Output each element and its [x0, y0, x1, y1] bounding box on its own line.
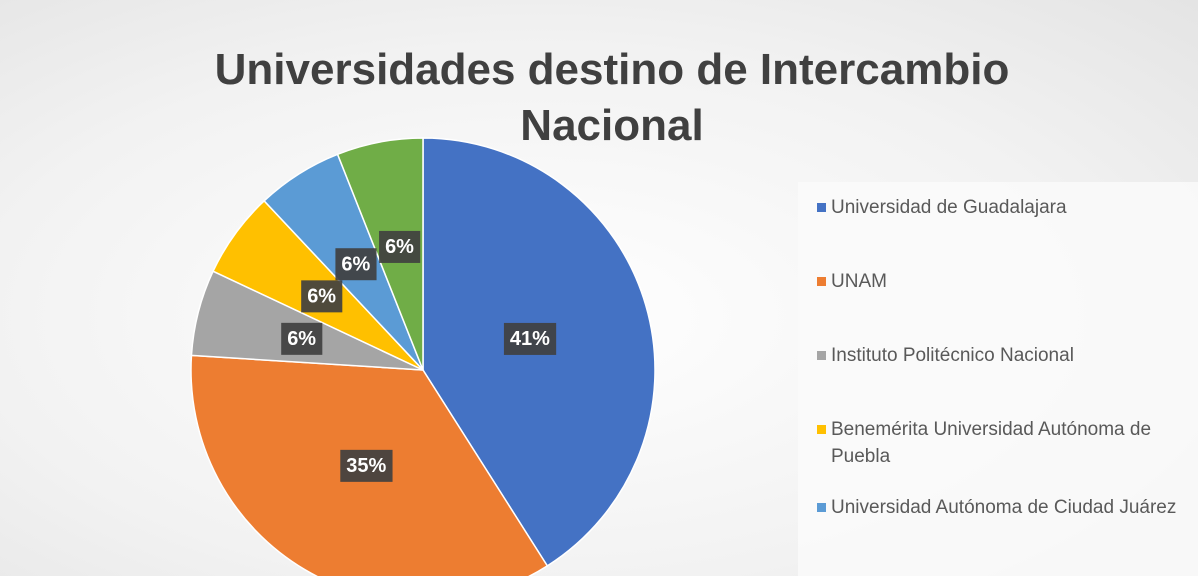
legend-label: UNAM [831, 271, 887, 292]
data-label-box [503, 322, 557, 355]
legend-entry: Universidad de Guadalajara [817, 194, 1198, 221]
data-label: 6% [379, 230, 421, 263]
legend-swatch [817, 277, 826, 286]
data-label: 6% [335, 248, 377, 281]
data-label-text: 41% [510, 328, 550, 350]
data-label-box [379, 230, 421, 263]
legend-label: Universidad Autónoma de Ciudad Juárez [831, 497, 1177, 518]
chart-title: Universidades destino de Intercambio Nac… [214, 45, 1010, 150]
legend-entry: Universidad Autónoma de Ciudad Juárez [817, 494, 1198, 521]
legend-label: Instituto Politécnico Nacional [831, 345, 1074, 366]
data-label-box [335, 248, 377, 281]
legend-swatch [817, 203, 826, 212]
legend-label: Benemérita Universidad Autónoma de Puebl… [831, 419, 1152, 467]
legend-entry: UNAM [817, 268, 1198, 295]
legend-label: Universidad de Guadalajara [831, 197, 1067, 218]
data-label: 35% [340, 449, 393, 482]
legend-entry: Benemérita Universidad Autónoma de Puebl… [817, 416, 1198, 470]
data-label-text: 6% [341, 254, 370, 276]
data-label-text: 35% [346, 455, 386, 477]
legend-swatch [817, 425, 826, 434]
data-label-text: 6% [287, 328, 316, 350]
data-label: 6% [301, 280, 343, 313]
data-label-text: 6% [385, 236, 414, 258]
data-label-box [301, 280, 343, 313]
legend-swatch [817, 503, 826, 512]
legend-entry: Instituto Politécnico Nacional [817, 342, 1198, 369]
legend: Universidad de Guadalajara UNAM Instituto … [798, 182, 1198, 576]
data-label-text: 6% [307, 286, 336, 308]
data-label: 6% [281, 322, 323, 355]
data-label-box [340, 449, 393, 482]
data-label-box [281, 322, 323, 355]
legend-swatch [817, 351, 826, 360]
data-label: 41% [503, 322, 557, 355]
